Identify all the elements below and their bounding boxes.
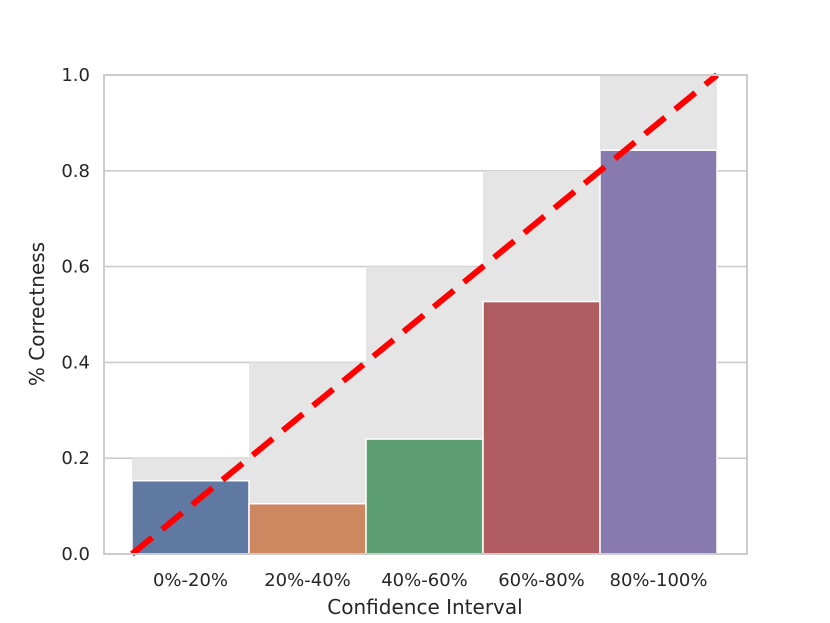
x-tick-label: 20%-40% (264, 570, 351, 591)
y-tick-label: 1.0 (61, 65, 90, 86)
accuracy-bar (248, 502, 367, 555)
y-tick-label: 0.4 (61, 352, 90, 373)
accuracy-bars (131, 149, 718, 555)
reference-line-path (130, 72, 719, 557)
y-tick-label: 0.2 (61, 448, 90, 469)
x-tick-label: 40%-60% (381, 570, 468, 591)
reference-line (130, 72, 719, 557)
x-axis-title: Confidence Interval (327, 595, 522, 619)
plot-frame (103, 74, 748, 555)
x-tick-label: 0%-20% (153, 570, 228, 591)
accuracy-bar (599, 149, 718, 555)
y-tick-label: 0.0 (61, 544, 90, 565)
accuracy-bar (482, 300, 601, 555)
accuracy-bar (365, 438, 484, 555)
x-tick-label: 60%-80% (498, 570, 585, 591)
x-tick-labels: 0%-20% 20%-40% 40%-60% 60%-80% 80%-100% (153, 570, 708, 591)
y-tick-label: 0.8 (61, 161, 90, 182)
y-tick-labels: 0.0 0.2 0.4 0.6 0.8 1.0 (61, 65, 90, 565)
y-axis-title: % Correctness (25, 242, 49, 386)
x-tick-label: 80%-100% (610, 570, 708, 591)
y-tick-label: 0.6 (61, 257, 90, 278)
